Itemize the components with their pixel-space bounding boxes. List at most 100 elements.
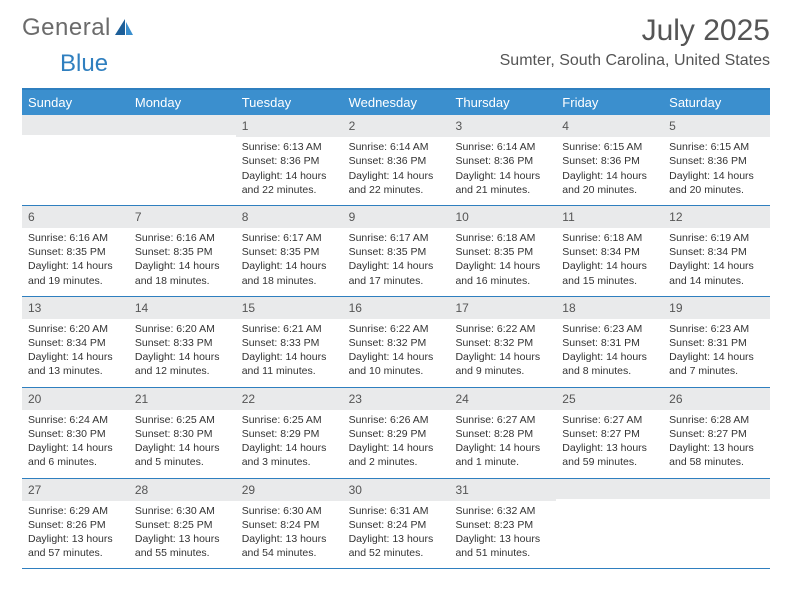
sunrise-text: Sunrise: 6:14 AM bbox=[349, 140, 444, 154]
day-number: 25 bbox=[556, 388, 663, 410]
daylight-text-1: Daylight: 13 hours bbox=[562, 441, 657, 455]
cell-body: Sunrise: 6:14 AMSunset: 8:36 PMDaylight:… bbox=[449, 137, 556, 205]
calendar-cell: 4Sunrise: 6:15 AMSunset: 8:36 PMDaylight… bbox=[556, 115, 663, 205]
brand-word2: Blue bbox=[60, 50, 108, 77]
day-number: 3 bbox=[449, 115, 556, 137]
sunrise-text: Sunrise: 6:17 AM bbox=[349, 231, 444, 245]
daylight-text-2: and 19 minutes. bbox=[28, 274, 123, 288]
sunset-text: Sunset: 8:36 PM bbox=[349, 154, 444, 168]
cell-body: Sunrise: 6:18 AMSunset: 8:34 PMDaylight:… bbox=[556, 228, 663, 296]
cell-body: Sunrise: 6:22 AMSunset: 8:32 PMDaylight:… bbox=[449, 319, 556, 387]
calendar-cell: 20Sunrise: 6:24 AMSunset: 8:30 PMDayligh… bbox=[22, 388, 129, 478]
daylight-text-2: and 22 minutes. bbox=[349, 183, 444, 197]
calendar-cell: 21Sunrise: 6:25 AMSunset: 8:30 PMDayligh… bbox=[129, 388, 236, 478]
calendar-cell: 6Sunrise: 6:16 AMSunset: 8:35 PMDaylight… bbox=[22, 206, 129, 296]
cell-body: Sunrise: 6:22 AMSunset: 8:32 PMDaylight:… bbox=[343, 319, 450, 387]
cell-body: Sunrise: 6:30 AMSunset: 8:24 PMDaylight:… bbox=[236, 501, 343, 569]
daylight-text-1: Daylight: 14 hours bbox=[28, 441, 123, 455]
sunset-text: Sunset: 8:33 PM bbox=[135, 336, 230, 350]
day-header: Saturday bbox=[663, 90, 770, 115]
sunset-text: Sunset: 8:34 PM bbox=[669, 245, 764, 259]
sunset-text: Sunset: 8:24 PM bbox=[242, 518, 337, 532]
calendar-week: 1Sunrise: 6:13 AMSunset: 8:36 PMDaylight… bbox=[22, 115, 770, 206]
sunset-text: Sunset: 8:31 PM bbox=[562, 336, 657, 350]
daylight-text-1: Daylight: 13 hours bbox=[135, 532, 230, 546]
sunrise-text: Sunrise: 6:32 AM bbox=[455, 504, 550, 518]
daylight-text-2: and 7 minutes. bbox=[669, 364, 764, 378]
calendar-cell: 10Sunrise: 6:18 AMSunset: 8:35 PMDayligh… bbox=[449, 206, 556, 296]
daylight-text-1: Daylight: 14 hours bbox=[135, 259, 230, 273]
sunset-text: Sunset: 8:35 PM bbox=[242, 245, 337, 259]
daylight-text-2: and 5 minutes. bbox=[135, 455, 230, 469]
cell-body: Sunrise: 6:16 AMSunset: 8:35 PMDaylight:… bbox=[129, 228, 236, 296]
day-number: 14 bbox=[129, 297, 236, 319]
day-number: 18 bbox=[556, 297, 663, 319]
daylight-text-2: and 18 minutes. bbox=[135, 274, 230, 288]
cell-body: Sunrise: 6:15 AMSunset: 8:36 PMDaylight:… bbox=[663, 137, 770, 205]
sunrise-text: Sunrise: 6:21 AM bbox=[242, 322, 337, 336]
day-number: 19 bbox=[663, 297, 770, 319]
sunset-text: Sunset: 8:25 PM bbox=[135, 518, 230, 532]
daylight-text-1: Daylight: 14 hours bbox=[455, 169, 550, 183]
calendar: SundayMondayTuesdayWednesdayThursdayFrid… bbox=[22, 88, 770, 569]
day-header: Tuesday bbox=[236, 90, 343, 115]
daylight-text-1: Daylight: 13 hours bbox=[455, 532, 550, 546]
sunset-text: Sunset: 8:36 PM bbox=[455, 154, 550, 168]
day-number: 8 bbox=[236, 206, 343, 228]
daylight-text-1: Daylight: 14 hours bbox=[242, 259, 337, 273]
daylight-text-1: Daylight: 14 hours bbox=[349, 441, 444, 455]
day-number bbox=[129, 115, 236, 135]
cell-body: Sunrise: 6:15 AMSunset: 8:36 PMDaylight:… bbox=[556, 137, 663, 205]
daylight-text-2: and 54 minutes. bbox=[242, 546, 337, 560]
day-number: 20 bbox=[22, 388, 129, 410]
calendar-cell: 22Sunrise: 6:25 AMSunset: 8:29 PMDayligh… bbox=[236, 388, 343, 478]
sunrise-text: Sunrise: 6:22 AM bbox=[349, 322, 444, 336]
day-number: 6 bbox=[22, 206, 129, 228]
sunset-text: Sunset: 8:26 PM bbox=[28, 518, 123, 532]
sunrise-text: Sunrise: 6:24 AM bbox=[28, 413, 123, 427]
day-number: 29 bbox=[236, 479, 343, 501]
day-number: 9 bbox=[343, 206, 450, 228]
day-number: 11 bbox=[556, 206, 663, 228]
day-header: Monday bbox=[129, 90, 236, 115]
month-title: July 2025 bbox=[500, 14, 770, 48]
calendar-cell: 14Sunrise: 6:20 AMSunset: 8:33 PMDayligh… bbox=[129, 297, 236, 387]
sunrise-text: Sunrise: 6:27 AM bbox=[562, 413, 657, 427]
daylight-text-2: and 1 minute. bbox=[455, 455, 550, 469]
cell-body: Sunrise: 6:21 AMSunset: 8:33 PMDaylight:… bbox=[236, 319, 343, 387]
calendar-cell: 19Sunrise: 6:23 AMSunset: 8:31 PMDayligh… bbox=[663, 297, 770, 387]
day-number: 2 bbox=[343, 115, 450, 137]
daylight-text-2: and 16 minutes. bbox=[455, 274, 550, 288]
cell-body: Sunrise: 6:28 AMSunset: 8:27 PMDaylight:… bbox=[663, 410, 770, 478]
daylight-text-2: and 9 minutes. bbox=[455, 364, 550, 378]
sunrise-text: Sunrise: 6:16 AM bbox=[135, 231, 230, 245]
calendar-cell: 17Sunrise: 6:22 AMSunset: 8:32 PMDayligh… bbox=[449, 297, 556, 387]
daylight-text-2: and 51 minutes. bbox=[455, 546, 550, 560]
sunset-text: Sunset: 8:29 PM bbox=[349, 427, 444, 441]
sunrise-text: Sunrise: 6:20 AM bbox=[135, 322, 230, 336]
sunset-text: Sunset: 8:27 PM bbox=[562, 427, 657, 441]
sunrise-text: Sunrise: 6:15 AM bbox=[669, 140, 764, 154]
sunset-text: Sunset: 8:32 PM bbox=[455, 336, 550, 350]
day-header-row: SundayMondayTuesdayWednesdayThursdayFrid… bbox=[22, 90, 770, 115]
daylight-text-2: and 6 minutes. bbox=[28, 455, 123, 469]
day-number: 21 bbox=[129, 388, 236, 410]
day-number: 27 bbox=[22, 479, 129, 501]
daylight-text-2: and 17 minutes. bbox=[349, 274, 444, 288]
sunrise-text: Sunrise: 6:29 AM bbox=[28, 504, 123, 518]
day-number: 1 bbox=[236, 115, 343, 137]
cell-body: Sunrise: 6:26 AMSunset: 8:29 PMDaylight:… bbox=[343, 410, 450, 478]
sunrise-text: Sunrise: 6:20 AM bbox=[28, 322, 123, 336]
calendar-cell: 11Sunrise: 6:18 AMSunset: 8:34 PMDayligh… bbox=[556, 206, 663, 296]
sunrise-text: Sunrise: 6:30 AM bbox=[135, 504, 230, 518]
brand-sail-icon bbox=[113, 17, 135, 37]
daylight-text-1: Daylight: 14 hours bbox=[562, 350, 657, 364]
cell-body: Sunrise: 6:13 AMSunset: 8:36 PMDaylight:… bbox=[236, 137, 343, 205]
sunset-text: Sunset: 8:27 PM bbox=[669, 427, 764, 441]
sunrise-text: Sunrise: 6:31 AM bbox=[349, 504, 444, 518]
sunrise-text: Sunrise: 6:13 AM bbox=[242, 140, 337, 154]
daylight-text-2: and 3 minutes. bbox=[242, 455, 337, 469]
daylight-text-2: and 8 minutes. bbox=[562, 364, 657, 378]
cell-body: Sunrise: 6:31 AMSunset: 8:24 PMDaylight:… bbox=[343, 501, 450, 569]
sunset-text: Sunset: 8:31 PM bbox=[669, 336, 764, 350]
